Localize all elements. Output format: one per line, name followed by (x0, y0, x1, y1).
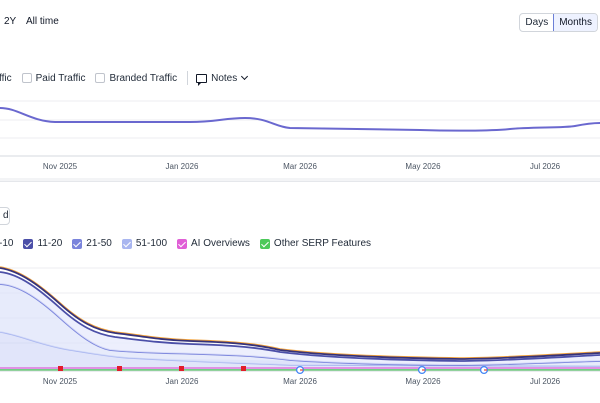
traffic-legend: ffic Paid Traffic Branded Traffic Notes (0, 71, 249, 86)
legend-other-serp-features[interactable]: Other SERP Features (259, 238, 372, 249)
comment-icon (196, 73, 208, 86)
checkbox-checked-icon[interactable] (121, 238, 132, 249)
legend-51-100[interactable]: 51-100 (121, 238, 168, 249)
red-flag-icon (58, 366, 63, 371)
x-axis-label: Nov 2025 (42, 162, 78, 171)
checkbox-icon[interactable] (95, 73, 106, 83)
legend-organic-traffic[interactable]: ffic (0, 73, 12, 84)
x-axis-label: Nov 2025 (42, 377, 78, 386)
x-axis-label: May 2026 (405, 162, 441, 171)
notes-dropdown-button[interactable]: Notes (196, 72, 249, 86)
checkbox-checked-icon[interactable] (23, 238, 34, 249)
line-11-20 (0, 271, 600, 362)
x-axis-label: Jan 2026 (165, 162, 199, 171)
google-g-icon (479, 365, 489, 375)
days-button[interactable]: Days (525, 17, 549, 28)
legend-label: -10 (0, 238, 14, 249)
range-all-time-button[interactable]: All time (26, 16, 59, 27)
legend-branded-traffic[interactable]: Branded Traffic (95, 73, 177, 84)
checkbox-checked-icon[interactable] (177, 238, 188, 249)
legend-top-10[interactable]: -10 (0, 238, 13, 249)
traffic-card: 2Y All time Days Months ffic Paid Traffi… (0, 0, 600, 178)
x-axis-label: Mar 2026 (283, 377, 317, 386)
legend-paid-label: Paid Traffic (35, 72, 86, 84)
legend-ai-overviews[interactable]: AI Overviews (177, 238, 250, 249)
legend-branded-label: Branded Traffic (109, 72, 178, 84)
area-51-100 (0, 332, 600, 370)
legend-label: AI Overviews (191, 238, 250, 249)
red-flag-icon (117, 366, 122, 371)
positions-legend: -10 11-20 21-50 51-100 AI Overviews Othe… (0, 238, 381, 249)
notes-label: Notes (211, 72, 238, 84)
legend-organic-label: ffic (0, 72, 12, 84)
traffic-chart (0, 100, 600, 157)
checkbox-checked-icon[interactable] (72, 238, 83, 249)
line-top-10 (0, 267, 600, 360)
card-divider (0, 178, 600, 181)
partial-button[interactable]: d (0, 207, 10, 225)
red-flag-icon (241, 366, 246, 371)
legend-label: 51-100 (135, 238, 168, 249)
legend-paid-traffic[interactable]: Paid Traffic (21, 72, 86, 84)
red-flag-icon (179, 366, 184, 371)
google-g-icon (295, 365, 305, 375)
checkbox-checked-icon[interactable] (259, 238, 270, 249)
x-axis-label: Jul 2026 (529, 162, 561, 171)
legend-label: 11-20 (37, 238, 63, 249)
legend-21-50[interactable]: 21-50 (72, 238, 112, 249)
x-axis-label: Mar 2026 (283, 162, 317, 171)
legend-label: Other SERP Features (273, 238, 372, 249)
legend-separator (187, 71, 189, 85)
organic-traffic-line (0, 107, 600, 132)
checkbox-icon[interactable] (21, 73, 32, 83)
months-button[interactable]: Months (553, 14, 597, 31)
granularity-toggle: Days Months (519, 13, 598, 32)
range-2y-button[interactable]: 2Y (4, 16, 17, 27)
legend-label: 21-50 (86, 238, 112, 249)
x-axis-label: Jul 2026 (529, 377, 561, 386)
legend-11-20[interactable]: 11-20 (23, 238, 62, 249)
x-axis-label: May 2026 (405, 377, 441, 386)
x-axis-label: Jan 2026 (165, 377, 199, 386)
google-g-icon (417, 365, 427, 375)
